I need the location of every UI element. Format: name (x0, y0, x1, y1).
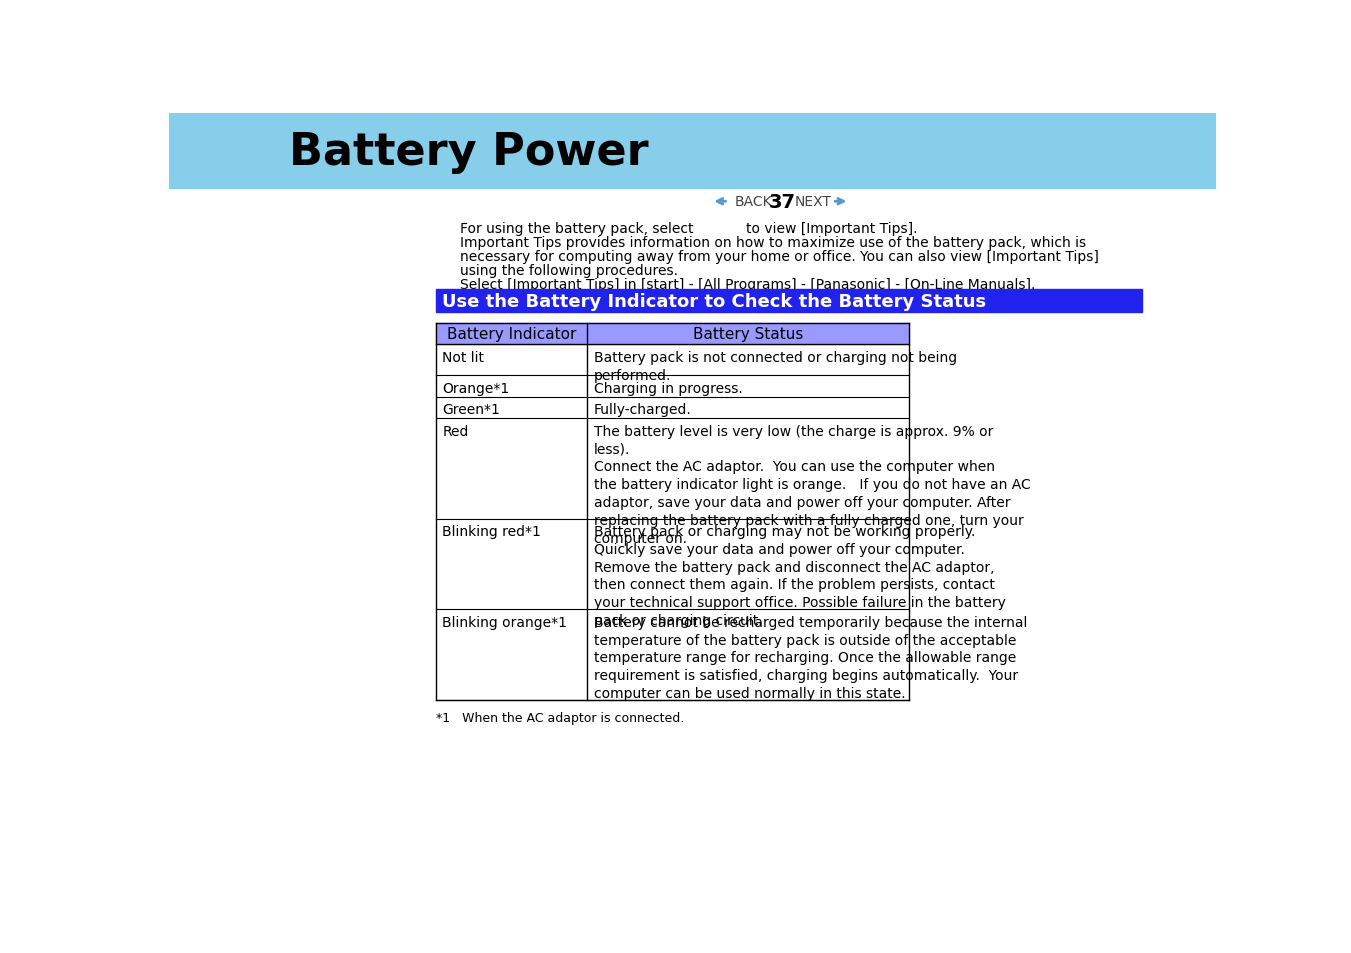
Text: necessary for computing away from your home or office. You can also view [Import: necessary for computing away from your h… (459, 250, 1098, 264)
Text: Red: Red (442, 424, 469, 438)
Text: Use the Battery Indicator to Check the Battery Status: Use the Battery Indicator to Check the B… (442, 293, 986, 311)
Text: Important Tips provides information on how to maximize use of the battery pack, : Important Tips provides information on h… (459, 236, 1086, 250)
Text: Battery Power: Battery Power (289, 132, 648, 174)
Bar (588, 324, 909, 345)
Bar (169, 114, 1216, 189)
Text: For using the battery pack, select            to view [Important Tips].: For using the battery pack, select to vi… (459, 222, 917, 236)
Text: Battery Status: Battery Status (693, 327, 804, 342)
Bar (436, 610, 588, 700)
Text: Orange*1: Orange*1 (442, 381, 509, 395)
Bar (436, 345, 588, 375)
Bar (436, 290, 1142, 313)
Bar (436, 519, 588, 610)
Text: Not lit: Not lit (442, 351, 485, 364)
Text: NEXT: NEXT (794, 195, 831, 209)
Bar (588, 345, 909, 375)
Bar (588, 397, 909, 419)
Text: BACK: BACK (735, 195, 773, 209)
Bar (588, 419, 909, 519)
Text: Battery pack or charging may not be working properly.
Quickly save your data and: Battery pack or charging may not be work… (593, 524, 1005, 627)
Text: using the following procedures.: using the following procedures. (459, 264, 677, 277)
Text: Blinking red*1: Blinking red*1 (442, 524, 542, 538)
Text: Green*1: Green*1 (442, 403, 500, 416)
Text: Battery cannot be recharged temporarily because the internal
temperature of the : Battery cannot be recharged temporarily … (593, 615, 1027, 700)
Bar (436, 375, 588, 397)
Bar (436, 397, 588, 419)
Text: Battery pack is not connected or charging not being
performed.: Battery pack is not connected or chargin… (593, 351, 957, 382)
Text: 37: 37 (769, 193, 796, 212)
Text: Select [Important Tips] in [start] - [All Programs] - [Panasonic] - [On-Line Man: Select [Important Tips] in [start] - [Al… (459, 277, 1035, 292)
Text: Battery Indicator: Battery Indicator (447, 327, 577, 342)
Text: *1   When the AC adaptor is connected.: *1 When the AC adaptor is connected. (436, 711, 685, 724)
Text: Blinking orange*1: Blinking orange*1 (442, 615, 567, 629)
Text: The battery level is very low (the charge is approx. 9% or
less).
Connect the AC: The battery level is very low (the charg… (593, 424, 1031, 545)
Bar (436, 419, 588, 519)
Bar (588, 375, 909, 397)
Text: Charging in progress.: Charging in progress. (593, 381, 742, 395)
Bar (588, 519, 909, 610)
Bar (588, 610, 909, 700)
Text: Fully-charged.: Fully-charged. (593, 403, 692, 416)
Bar (436, 324, 588, 345)
